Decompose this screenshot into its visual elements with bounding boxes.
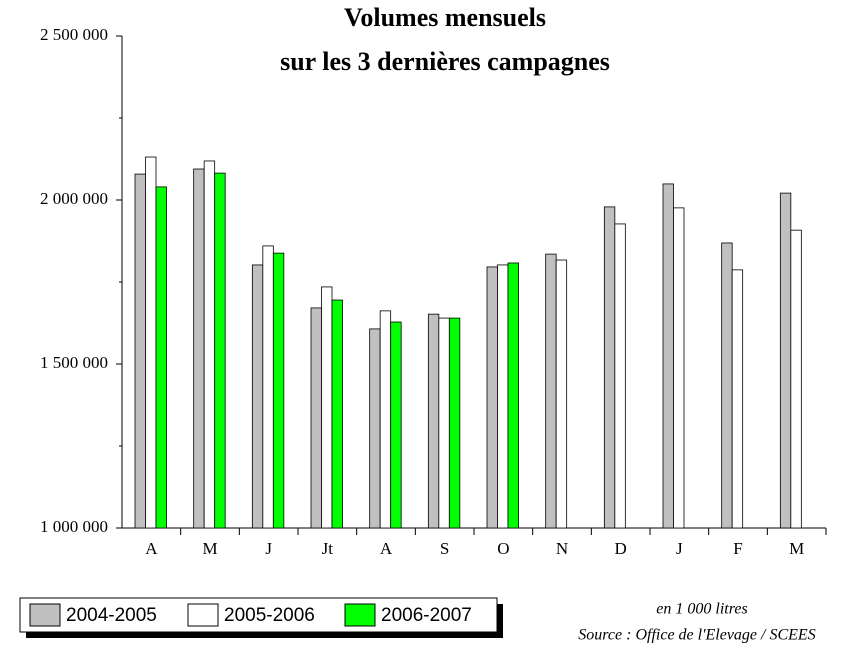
legend-label: 2006-2007 <box>381 605 472 626</box>
chart-title: sur les 3 dernières campagnes <box>280 47 610 76</box>
bar <box>662 183 674 529</box>
legend-swatch <box>344 603 376 627</box>
bar <box>497 264 509 529</box>
x-tick-label: O <box>497 539 509 558</box>
bar <box>555 259 568 529</box>
x-tick-label: A <box>380 539 393 558</box>
bar <box>545 253 557 529</box>
bar <box>486 266 498 529</box>
y-tick-label: 2 500 000 <box>40 25 108 44</box>
legend-swatch <box>187 603 219 627</box>
bar <box>134 173 146 529</box>
chart-title: Volumes mensuels <box>344 3 546 32</box>
bar <box>214 172 226 529</box>
bar <box>721 242 733 529</box>
bar <box>379 310 392 529</box>
y-tick-label: 1 000 000 <box>40 517 108 536</box>
bar <box>448 317 461 529</box>
bar <box>203 160 216 529</box>
x-tick-label: S <box>440 539 449 558</box>
x-tick-label: M <box>202 539 217 558</box>
bar <box>321 286 333 529</box>
bar <box>790 229 802 529</box>
x-tick-label: J <box>676 539 683 558</box>
x-tick-label: D <box>615 539 627 558</box>
bar <box>507 262 519 529</box>
bar <box>731 269 744 529</box>
bar <box>262 245 274 529</box>
x-tick-label: N <box>556 539 568 558</box>
bar <box>193 168 205 529</box>
legend-label: 2005-2006 <box>224 605 315 626</box>
bar <box>673 207 685 529</box>
legend <box>19 597 498 633</box>
bar <box>251 264 264 529</box>
bar <box>603 206 616 529</box>
bar <box>369 328 381 529</box>
note: en 1 000 litres <box>656 601 747 618</box>
note: Source : Office de l'Elevage / SCEES <box>578 627 815 644</box>
bar <box>331 299 343 529</box>
bar <box>272 252 285 529</box>
y-tick-label: 2 000 000 <box>40 189 108 208</box>
x-tick-label: M <box>789 539 804 558</box>
bar <box>310 307 322 529</box>
x-tick-label: J <box>265 539 272 558</box>
legend-swatch <box>29 603 61 627</box>
bar <box>427 313 440 529</box>
x-tick-label: F <box>733 539 742 558</box>
y-tick-label: 1 500 000 <box>40 353 108 372</box>
bar <box>155 186 167 529</box>
bar <box>390 321 402 529</box>
bar <box>145 156 157 529</box>
bar <box>779 192 792 529</box>
bar <box>614 223 626 529</box>
x-tick-label: A <box>145 539 158 558</box>
x-tick-label: Jt <box>322 539 334 558</box>
legend-label: 2004-2005 <box>66 605 157 626</box>
bar <box>438 317 450 529</box>
